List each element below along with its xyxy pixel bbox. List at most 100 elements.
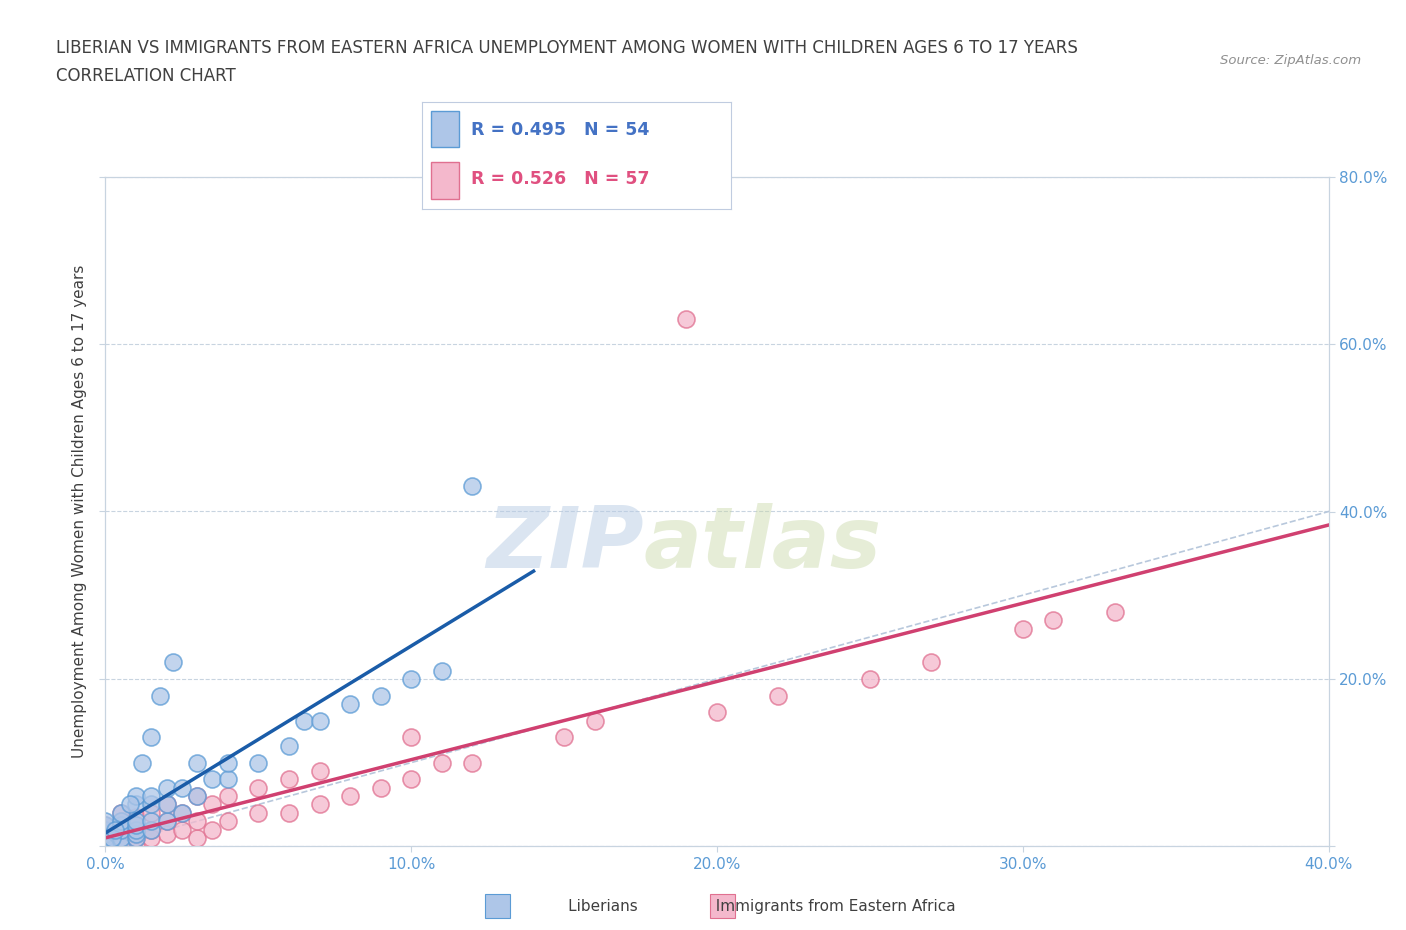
Point	[94, 818, 117, 833]
Point	[162, 655, 184, 670]
Point	[217, 772, 239, 787]
Point	[461, 479, 484, 494]
Point	[201, 797, 224, 812]
Point	[125, 830, 148, 845]
Point	[155, 797, 177, 812]
Point	[125, 822, 148, 837]
Point	[110, 822, 132, 837]
Point	[110, 805, 132, 820]
Point	[430, 663, 453, 678]
Point	[94, 839, 117, 854]
Point	[125, 797, 148, 812]
Point	[94, 839, 117, 854]
Y-axis label: Unemployment Among Women with Children Ages 6 to 17 years: Unemployment Among Women with Children A…	[72, 265, 87, 758]
Point	[149, 688, 172, 703]
Point	[461, 755, 484, 770]
Point	[141, 830, 163, 845]
Point	[94, 814, 117, 829]
Point	[401, 730, 423, 745]
Point	[100, 830, 122, 845]
Point	[430, 755, 453, 770]
Point	[94, 835, 117, 850]
Point	[1011, 621, 1033, 636]
Point	[141, 822, 163, 837]
Point	[170, 780, 193, 795]
Point	[125, 830, 148, 845]
Point	[308, 764, 330, 778]
Point	[401, 772, 423, 787]
Point	[170, 805, 193, 820]
Point	[339, 697, 361, 711]
Point	[186, 755, 208, 770]
Point	[155, 780, 177, 795]
Text: ZIP: ZIP	[486, 503, 644, 587]
Point	[94, 830, 117, 845]
Text: LIBERIAN VS IMMIGRANTS FROM EASTERN AFRICA UNEMPLOYMENT AMONG WOMEN WITH CHILDRE: LIBERIAN VS IMMIGRANTS FROM EASTERN AFRI…	[56, 39, 1078, 57]
Point	[110, 839, 132, 854]
Point	[370, 780, 392, 795]
Point	[125, 839, 148, 854]
Point	[110, 805, 132, 820]
Point	[94, 839, 117, 854]
Point	[217, 789, 239, 804]
Text: Source: ZipAtlas.com: Source: ZipAtlas.com	[1220, 54, 1361, 67]
Point	[94, 827, 117, 842]
Point	[94, 822, 117, 837]
Point	[94, 818, 117, 833]
Point	[110, 822, 132, 837]
Point	[94, 839, 117, 854]
Point	[583, 713, 606, 728]
Point	[1042, 613, 1064, 628]
Point	[141, 805, 163, 820]
Point	[247, 805, 270, 820]
Point	[94, 822, 117, 837]
Point	[125, 818, 148, 833]
Point	[859, 671, 882, 686]
Point	[155, 814, 177, 829]
Bar	[432, 111, 458, 147]
Point	[131, 755, 153, 770]
Point	[278, 738, 301, 753]
Point	[201, 822, 224, 837]
Point	[94, 839, 117, 854]
Point	[94, 839, 117, 854]
Point	[920, 655, 942, 670]
Point	[141, 730, 163, 745]
Point	[247, 780, 270, 795]
Point	[706, 705, 728, 720]
Point	[110, 814, 132, 829]
Point	[308, 797, 330, 812]
Point	[94, 839, 117, 854]
Text: R = 0.495   N = 54: R = 0.495 N = 54	[471, 121, 650, 140]
Point	[186, 789, 208, 804]
Point	[110, 830, 132, 845]
Point	[370, 688, 392, 703]
Bar	[432, 162, 458, 199]
Text: R = 0.526   N = 57: R = 0.526 N = 57	[471, 170, 650, 188]
Point	[141, 822, 163, 837]
Point	[141, 814, 163, 829]
Point	[278, 805, 301, 820]
Point	[155, 814, 177, 829]
Point	[170, 822, 193, 837]
Point	[141, 797, 163, 812]
Point	[110, 839, 132, 854]
Point	[1104, 604, 1126, 619]
Point	[125, 814, 148, 829]
Point	[217, 814, 239, 829]
Point	[110, 818, 132, 833]
Point	[155, 827, 177, 842]
Point	[94, 839, 117, 854]
Point	[186, 830, 208, 845]
Point	[292, 713, 315, 728]
Point	[155, 797, 177, 812]
Text: CORRELATION CHART: CORRELATION CHART	[56, 67, 236, 85]
Point	[125, 818, 148, 833]
Point	[94, 830, 117, 845]
Point	[247, 755, 270, 770]
Point	[308, 713, 330, 728]
Point	[110, 830, 132, 845]
Point	[125, 827, 148, 842]
Point	[125, 789, 148, 804]
Point	[675, 312, 697, 326]
